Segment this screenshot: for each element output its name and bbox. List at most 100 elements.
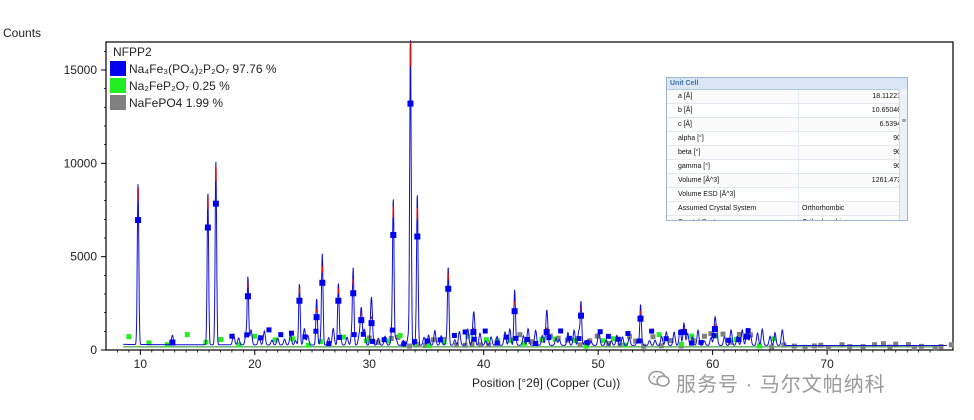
phase2-peak-marker <box>441 339 447 345</box>
phase1-peak-marker <box>584 339 590 345</box>
unit-cell-row[interactable]: alpha [°] 90 <box>667 132 907 146</box>
phase1-peak-marker <box>503 334 509 340</box>
phase2-peak-marker <box>363 338 369 344</box>
unit-cell-row[interactable]: b [Å] 10.65046 <box>667 104 907 118</box>
unit-cell-row[interactable]: gamma [°] 90 <box>667 160 907 174</box>
phase2-peak-marker <box>678 341 684 347</box>
phase1-peak-marker <box>736 337 742 343</box>
phase3-peak-marker <box>633 338 639 344</box>
unit-cell-value: 90 <box>893 135 901 142</box>
phase1-peak-marker <box>470 329 477 336</box>
observed-peak-tops <box>137 42 748 342</box>
phase1-peak-marker <box>525 336 531 342</box>
phase1-peak-marker <box>615 336 621 342</box>
phase1-peak-marker <box>689 340 695 346</box>
phase1-peak-marker <box>319 279 326 286</box>
unit-cell-row[interactable]: Volume ESD [Å^3]- <box>667 188 907 202</box>
phase1-peak-marker <box>625 330 631 336</box>
phase1-peak-marker <box>511 308 518 315</box>
unit-cell-table: a [Å] 18.11221 b [Å] 10.65046 c [Å] 6.5394 alp… <box>667 90 907 220</box>
unit-cell-key: Volume ESD [Å^3] <box>667 188 799 201</box>
unit-cell-value: 90 <box>893 163 901 170</box>
unit-cell-key: gamma [°] <box>667 160 799 173</box>
phase3-peak-marker <box>469 341 475 347</box>
x-tick-label: 30 <box>363 357 377 371</box>
phase2-peak-marker <box>610 336 616 342</box>
phase2-peak-marker <box>272 337 278 343</box>
unit-cell-row[interactable]: Volume [Å^3] 1261.473 <box>667 174 907 188</box>
phase1-peak-marker <box>313 328 319 334</box>
x-tick-label: 70 <box>820 357 834 371</box>
phase1-peak-marker <box>335 297 342 304</box>
phase3-peak-marker <box>781 342 787 348</box>
legend-swatch <box>110 95 126 110</box>
phase3-peak-marker <box>825 345 831 351</box>
phase1-peak-marker <box>424 338 430 344</box>
legend-entry: Na₄Fe₃(PO₄)₂P₂O₇ 97.76 % <box>129 62 277 76</box>
chart-title: NFPP2 <box>113 45 152 59</box>
x-tick-label: 60 <box>706 357 720 371</box>
phase3-peak-marker <box>606 341 612 347</box>
phase3-peak-marker <box>938 344 944 350</box>
phase3-peak-marker <box>658 343 664 349</box>
phase1-peak-marker <box>360 331 366 337</box>
unit-cell-row[interactable]: beta [°] 90 <box>667 146 907 160</box>
phase2-peak-marker <box>386 338 392 344</box>
phase1-peak-marker <box>698 339 704 345</box>
unit-cell-panel[interactable]: Unit Cell a [Å] 18.11221 b [Å] 10.65046 c [Å… <box>666 77 908 221</box>
phase1-peak-marker <box>351 332 357 338</box>
phase1-peak-marker <box>681 329 688 336</box>
phase3-peak-marker <box>587 338 593 344</box>
phase2-peak-marker <box>426 343 432 349</box>
unit-cell-key: beta [°] <box>667 146 799 159</box>
phase1-peak-marker <box>533 340 539 346</box>
unit-cell-row[interactable]: c [Å] 6.5394 <box>667 118 907 132</box>
legend-swatch <box>110 61 126 76</box>
phase3-peak-marker <box>880 341 886 347</box>
phase2-peak-marker <box>583 343 589 349</box>
phase1-peak-marker <box>636 338 642 344</box>
phase1-peak-marker <box>369 338 375 344</box>
phase3-peak-marker <box>802 344 808 350</box>
phase3-peak-marker <box>708 331 714 337</box>
phase2-peak-marker <box>465 333 471 339</box>
phase1-peak-marker <box>558 328 564 334</box>
phase3-peak-marker <box>769 344 775 350</box>
unit-cell-title: Unit Cell <box>667 78 907 90</box>
unit-cell-scrollbar[interactable] <box>899 89 907 220</box>
phase1-peak-marker <box>437 337 443 343</box>
phase1-peak-marker <box>637 315 644 322</box>
phase1-peak-marker <box>462 329 468 335</box>
phase1-peak-marker <box>663 336 669 342</box>
phase1-peak-marker <box>451 332 457 338</box>
wechat-icon <box>648 370 670 387</box>
phase3-peak-marker <box>528 339 534 345</box>
unit-cell-value: 10.65046 <box>871 107 901 114</box>
phase3-peak-marker <box>423 343 429 349</box>
phase1-peak-marker <box>368 320 375 327</box>
phase3-peak-marker <box>440 336 446 342</box>
phase2-peak-marker <box>126 334 132 340</box>
phase1-peak-marker <box>412 339 418 345</box>
phase1-peak-marker <box>726 337 732 343</box>
phase1-peak-marker <box>257 335 263 341</box>
unit-cell-row[interactable]: Assumed Crystal System Orthorhombic <box>667 202 907 216</box>
phase2-peak-marker <box>656 332 662 338</box>
phase3-peak-marker <box>650 334 656 340</box>
phase1-peak-marker <box>204 224 211 231</box>
phase3-peak-marker <box>860 344 866 350</box>
phase1-peak-marker <box>578 312 585 319</box>
phase1-peak-marker <box>494 340 500 346</box>
phase3-peak-marker <box>407 343 413 349</box>
x-tick-label: 10 <box>134 357 148 371</box>
phase1-peak-marker <box>302 334 308 340</box>
unit-cell-key: c [Å] <box>667 118 799 131</box>
phase2-peak-marker <box>290 336 296 342</box>
unit-cell-key: b [Å] <box>667 104 799 117</box>
phase1-peak-marker <box>336 334 342 340</box>
unit-cell-value: Orthorhombic <box>802 205 845 212</box>
unit-cell-row[interactable]: a [Å] 18.11221 <box>667 90 907 104</box>
phase2-peak-marker <box>507 337 513 343</box>
phase1-peak-marker <box>745 328 751 334</box>
